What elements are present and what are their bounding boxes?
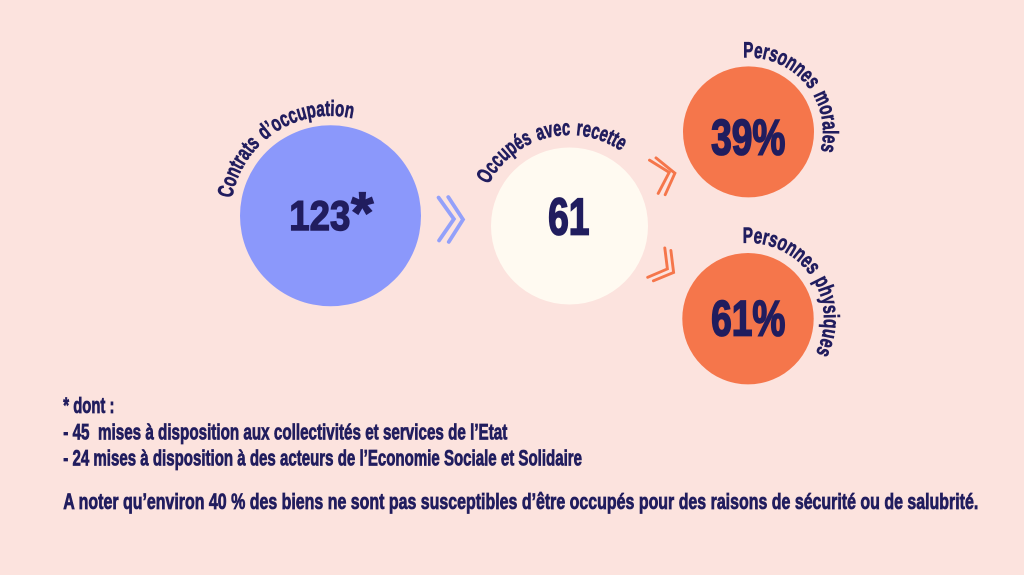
svg-text:a: a xyxy=(315,97,326,122)
svg-text:o: o xyxy=(334,97,345,122)
svg-text:61%: 61% xyxy=(711,291,785,347)
svg-text:r: r xyxy=(575,115,583,140)
svg-text:123: 123 xyxy=(289,192,350,239)
svg-text:e: e xyxy=(752,224,763,249)
svg-text:q: q xyxy=(818,318,843,329)
svg-text:- 45 mises à disposition aux: - 45 mises à disposition aux collectivit… xyxy=(63,420,507,445)
svg-text:*: * xyxy=(351,181,374,246)
svg-text:u: u xyxy=(816,327,842,341)
svg-text:n: n xyxy=(343,98,356,124)
svg-text:i: i xyxy=(330,97,335,122)
svg-text:t: t xyxy=(325,97,331,122)
svg-text:e: e xyxy=(551,115,562,140)
svg-text:A noter qu’environ 40 % des bi: A noter qu’environ 40 % des biens ne son… xyxy=(63,489,978,514)
svg-text:61: 61 xyxy=(548,189,589,247)
svg-text:P: P xyxy=(743,224,753,248)
svg-text:i: i xyxy=(818,314,842,319)
svg-text:s: s xyxy=(817,304,842,315)
svg-text:l: l xyxy=(817,130,841,134)
svg-text:r: r xyxy=(816,113,841,124)
svg-text:c: c xyxy=(561,115,570,140)
svg-text:39%: 39% xyxy=(711,110,785,166)
svg-text:a: a xyxy=(817,120,842,131)
svg-text:e: e xyxy=(817,134,842,145)
svg-text:e: e xyxy=(753,39,764,64)
svg-text:P: P xyxy=(743,39,753,63)
svg-text:* dont :: * dont : xyxy=(63,393,114,418)
svg-text:- 24 mises à disposition à des: - 24 mises à disposition à des acteurs d… xyxy=(63,446,582,471)
